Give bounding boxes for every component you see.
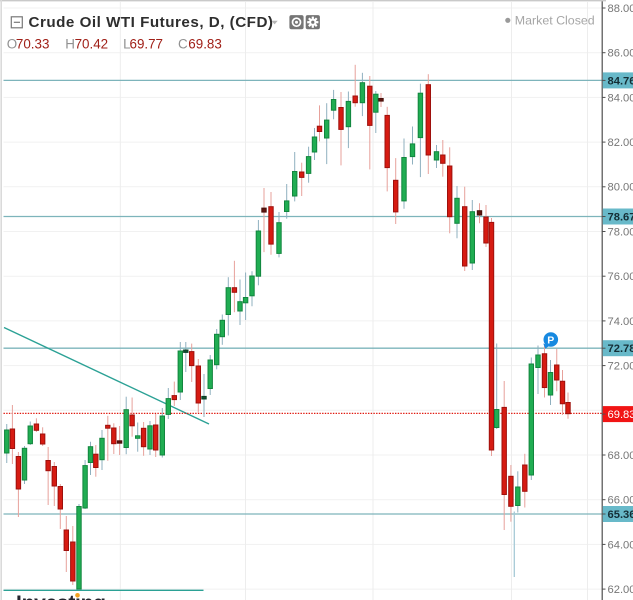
svg-text:82.00: 82.00	[608, 137, 633, 149]
svg-text:74.00: 74.00	[608, 316, 633, 328]
svg-text:84.00: 84.00	[608, 92, 633, 104]
svg-text:P: P	[547, 334, 554, 346]
svg-text:64.00: 64.00	[608, 539, 633, 551]
svg-text:78.00: 78.00	[608, 226, 633, 238]
svg-text:C: C	[178, 36, 188, 51]
svg-text:Crude Oil WTI Futures, D, (CFD: Crude Oil WTI Futures, D, (CFD)	[29, 14, 274, 31]
svg-text:84.76: 84.76	[608, 75, 633, 87]
svg-text:86.00: 86.00	[608, 48, 633, 60]
svg-text:72.78: 72.78	[608, 343, 633, 355]
svg-text:69.83: 69.83	[608, 409, 633, 421]
svg-text:68.00: 68.00	[608, 450, 633, 462]
svg-text:76.00: 76.00	[608, 271, 633, 283]
svg-text:69.77: 69.77	[130, 36, 164, 51]
svg-text:Market Closed: Market Closed	[515, 14, 595, 28]
svg-text:70.33: 70.33	[16, 36, 50, 51]
svg-text:65.36: 65.36	[608, 509, 633, 521]
svg-text:80.00: 80.00	[608, 182, 633, 194]
svg-text:H: H	[65, 36, 75, 51]
svg-text:78.67: 78.67	[608, 211, 633, 223]
svg-text:70.42: 70.42	[75, 36, 109, 51]
svg-text:69.83: 69.83	[188, 36, 222, 51]
svg-text:O: O	[7, 36, 17, 51]
svg-text:88.00: 88.00	[608, 3, 633, 15]
svg-text:Investing: Investing	[16, 592, 106, 600]
svg-text:66.00: 66.00	[608, 495, 633, 507]
svg-text:72.00: 72.00	[608, 361, 633, 373]
svg-text:L: L	[123, 36, 130, 51]
svg-text:62.00: 62.00	[608, 584, 633, 596]
